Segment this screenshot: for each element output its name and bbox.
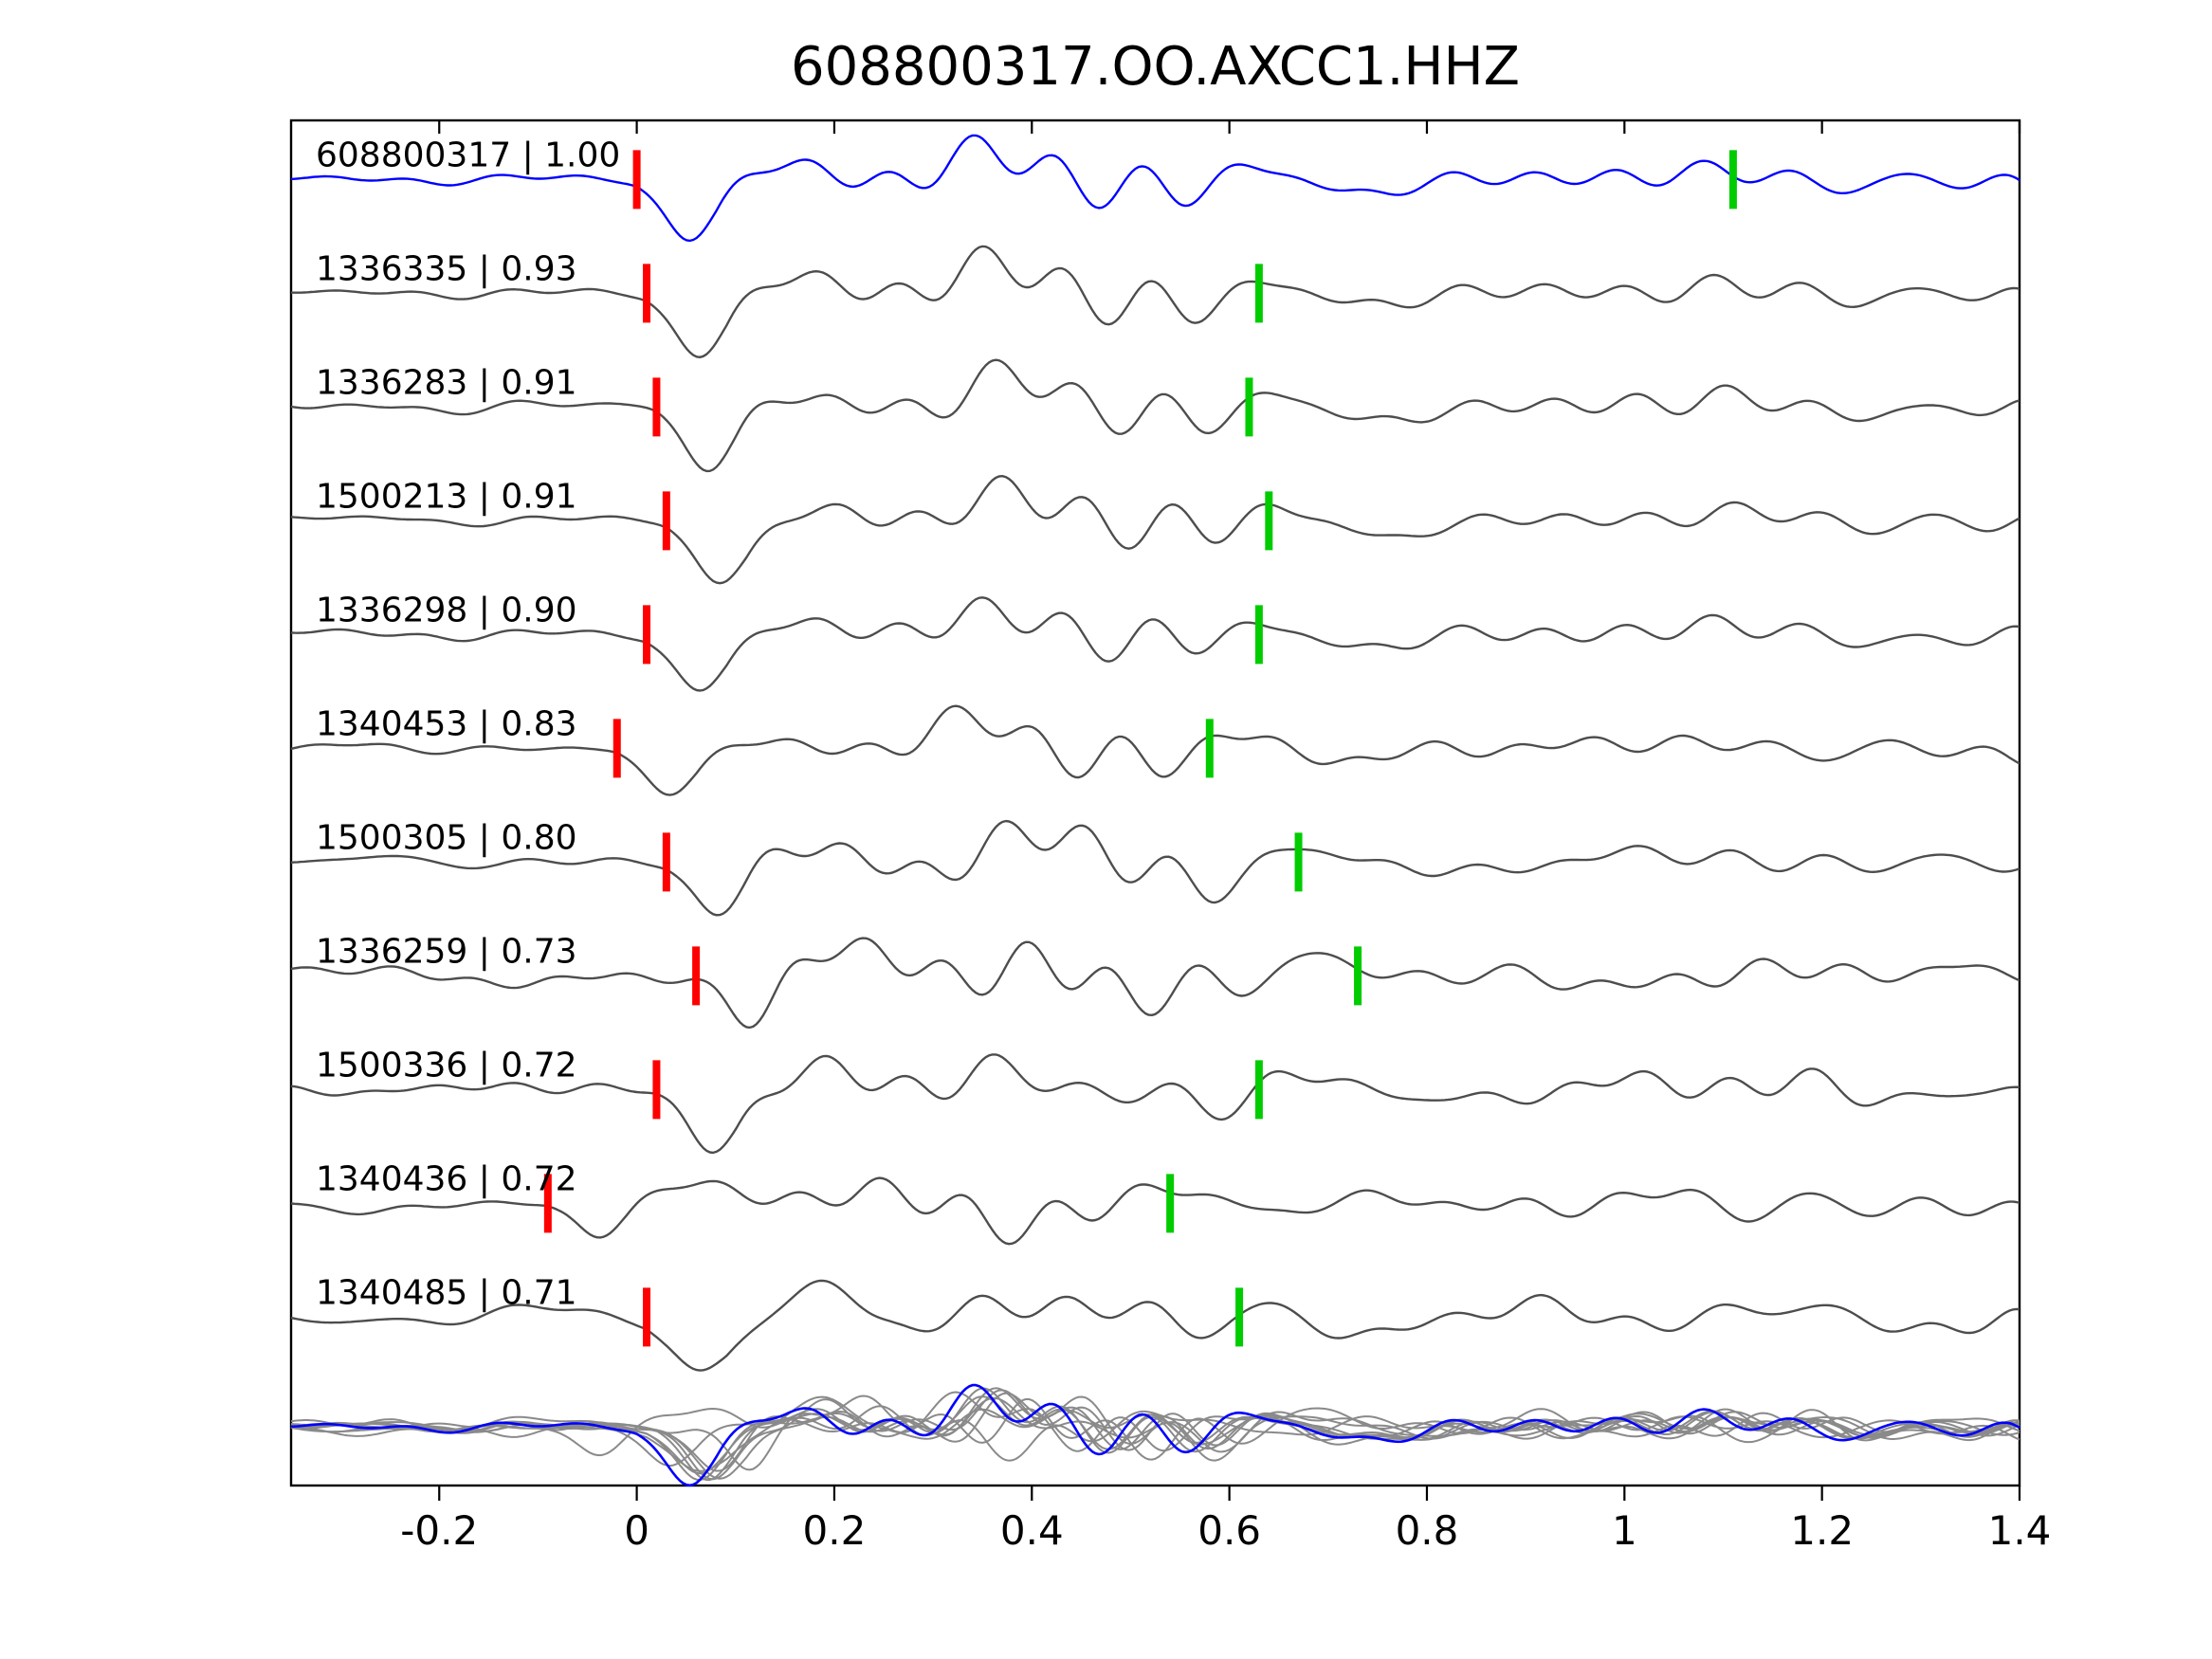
x-axis-tick-label: 0.8	[1396, 1507, 1459, 1554]
trace-waveform-1336259	[290, 937, 2020, 1030]
trace-label: 1500213 | 0.91	[316, 477, 577, 516]
trace-waveform-1336283	[290, 358, 2020, 473]
stack-overlay-trace	[290, 1387, 2020, 1481]
trace-waveform-1500213	[290, 475, 2020, 585]
plot-border	[289, 118, 2021, 1487]
stack-overlay-trace	[290, 1405, 2020, 1462]
trace-label: 1340485 | 0.71	[316, 1273, 577, 1312]
trace-label: 1340436 | 0.72	[316, 1159, 577, 1198]
x-axis-tick-label: 0.6	[1197, 1507, 1261, 1554]
trace-label: 1340453 | 0.83	[316, 704, 577, 743]
stack-overlay-master	[290, 1383, 2020, 1487]
trace-waveform-1340485	[290, 1279, 2020, 1372]
x-axis-tick-label: 0.2	[803, 1507, 867, 1554]
trace-label: 1336283 | 0.91	[316, 363, 577, 402]
trace-label: 1336259 | 0.73	[316, 932, 577, 971]
stack-overlay-trace	[290, 1391, 2020, 1468]
trace-waveform-1500336	[290, 1053, 2020, 1155]
trace-label: 1500305 | 0.80	[316, 818, 577, 857]
trace-label: 1336335 | 0.93	[316, 249, 577, 288]
stack-overlay-trace	[290, 1387, 2020, 1482]
x-axis-tick-label: 0.4	[1000, 1507, 1064, 1554]
x-axis-tick-label: 0	[624, 1507, 649, 1554]
stack-overlay-trace	[290, 1395, 2020, 1471]
trace-waveform-1340436	[290, 1176, 2020, 1246]
trace-label: 1336298 | 0.90	[316, 591, 577, 629]
stack-overlay-trace	[290, 1395, 2020, 1472]
trace-waveform-1340453	[290, 704, 2020, 796]
trace-waveform-1500305	[290, 819, 2020, 917]
chart-title: 608800317.OO.AXCC1.HHZ	[791, 36, 1520, 98]
x-axis-tick-label: -0.2	[400, 1507, 478, 1554]
trace-waveform-1336335	[291, 245, 2020, 358]
stack-overlay-trace	[290, 1389, 2020, 1480]
stack-overlay-trace	[290, 1395, 2020, 1475]
trace-waveform-1336298	[290, 596, 2020, 692]
trace-label: 608800317 | 1.00	[316, 136, 620, 174]
trace-label: 1500336 | 0.72	[316, 1046, 577, 1085]
x-axis-tick-label: 1.2	[1790, 1507, 1854, 1554]
x-axis-tick-label: 1	[1612, 1507, 1637, 1554]
x-axis-tick-label: 1.4	[1988, 1507, 2052, 1554]
